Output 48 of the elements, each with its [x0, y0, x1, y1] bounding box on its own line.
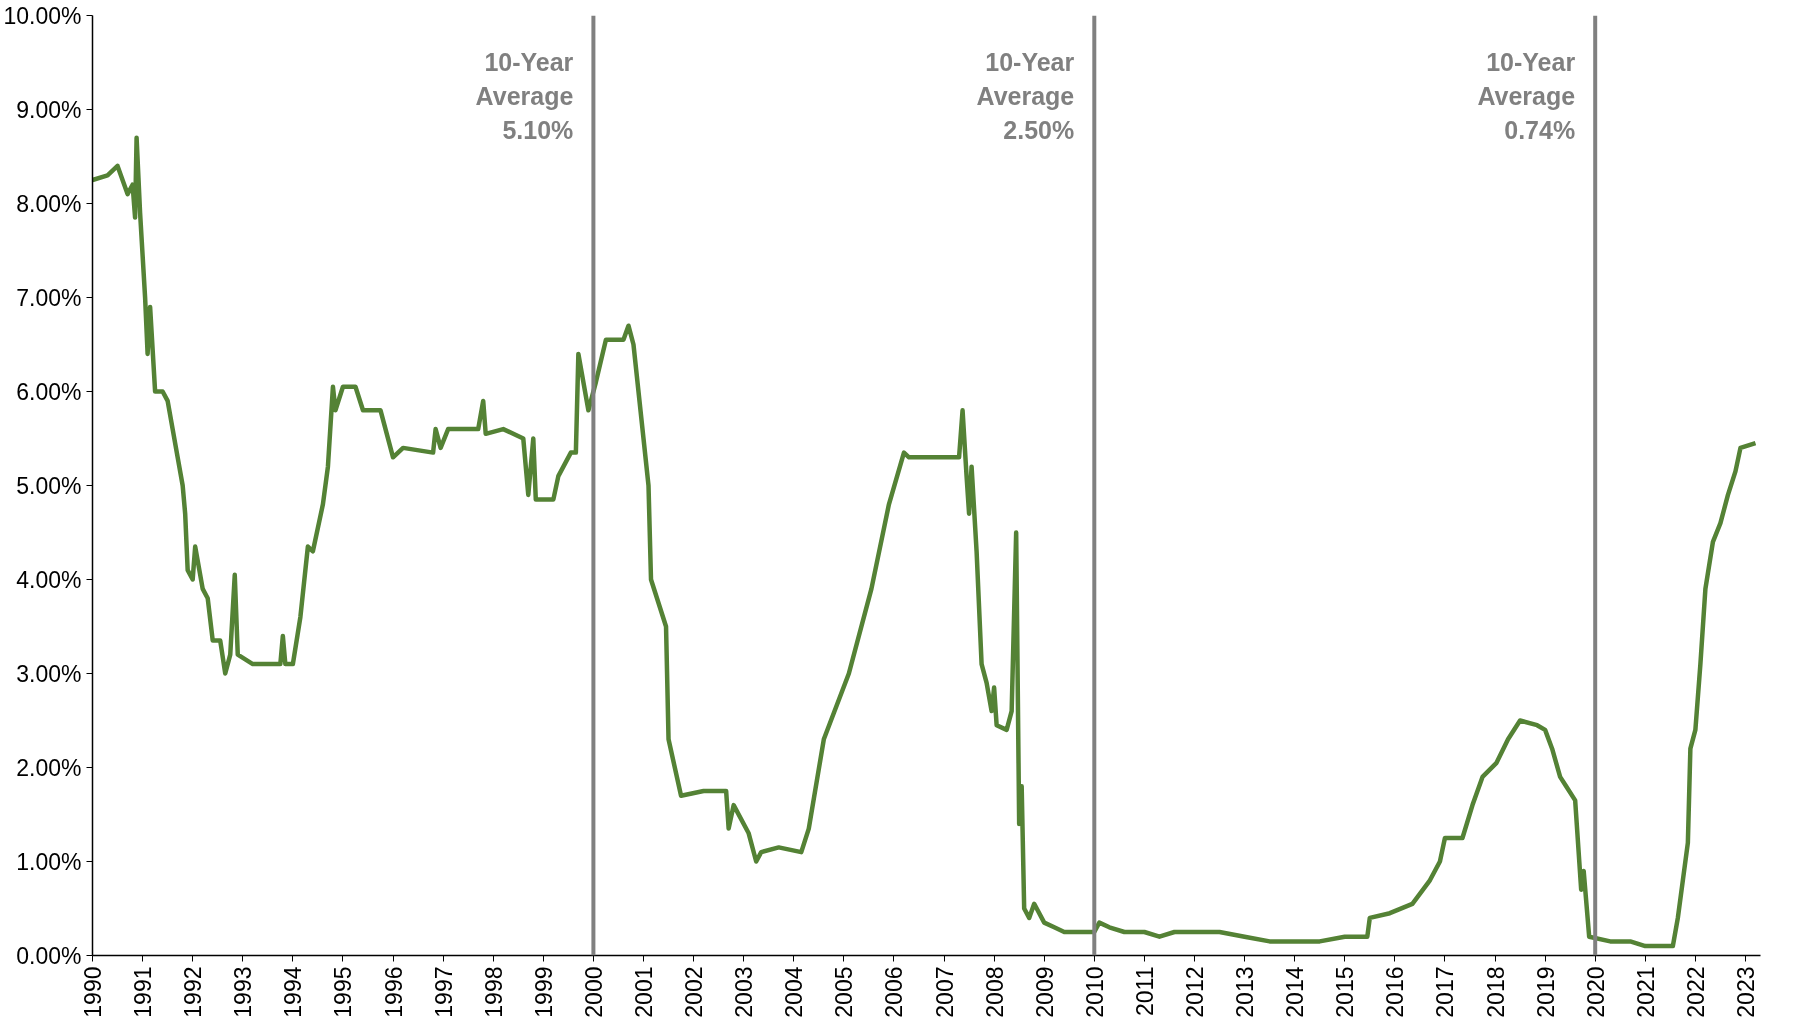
x-tick-label: 1994: [280, 966, 307, 1018]
ref-line-label: 10-Year Average 2.50%: [976, 48, 1075, 144]
x-tick-label: 2023: [1732, 966, 1759, 1018]
x-tick-label: 1990: [80, 966, 106, 1018]
x-tick-label: 2003: [731, 966, 758, 1018]
x-tick-label: 2011: [1131, 966, 1158, 1016]
x-tick-label: 1997: [430, 966, 457, 1018]
x-tick-label: 2005: [831, 966, 858, 1018]
y-tick-label: 2.00%: [16, 754, 82, 781]
y-tick-label: 5.00%: [16, 472, 82, 499]
x-tick-label: 2018: [1482, 966, 1509, 1018]
x-tick-label: 2022: [1682, 966, 1709, 1018]
x-tick-label: 2007: [931, 966, 958, 1018]
x-tick-label: 2008: [981, 966, 1008, 1018]
x-tick-label: 2015: [1332, 966, 1359, 1018]
y-tick-label: 4.00%: [16, 566, 82, 593]
y-tick-label: 3.00%: [16, 660, 82, 687]
ref-line-label: 10-Year Average 5.10%: [475, 48, 574, 144]
x-tick-label: 2001: [630, 966, 657, 1018]
x-tick-label: 1999: [530, 966, 557, 1018]
y-tick-label: 1.00%: [16, 848, 82, 875]
x-tick-label: 1991: [130, 966, 157, 1018]
x-tick-label: 1995: [330, 966, 357, 1018]
y-tick-label: 9.00%: [16, 96, 82, 123]
x-tick-label: 2004: [781, 966, 808, 1018]
y-tick-label: 7.00%: [16, 284, 82, 311]
y-tick-label: 6.00%: [16, 378, 82, 405]
x-tick-label: 2010: [1081, 966, 1108, 1018]
x-tick-label: 2017: [1432, 966, 1459, 1018]
x-tick-label: 1992: [180, 966, 207, 1018]
x-tick-label: 1998: [480, 966, 507, 1018]
x-tick-label: 2013: [1232, 966, 1259, 1018]
x-tick-label: 2016: [1382, 966, 1409, 1018]
x-tick-label: 2006: [881, 966, 908, 1018]
x-tick-label: 2021: [1632, 966, 1659, 1018]
x-tick-label: 2002: [681, 966, 708, 1018]
x-tick-label: 2012: [1181, 966, 1208, 1018]
x-tick-label: 2020: [1582, 966, 1609, 1018]
ref-line-label: 10-Year Average 0.74%: [1477, 48, 1576, 144]
x-tick-label: 2019: [1532, 966, 1559, 1018]
y-tick-label: 0.00%: [16, 942, 82, 969]
x-tick-label: 2000: [580, 966, 607, 1018]
y-tick-label: 10.00%: [3, 2, 82, 29]
x-tick-label: 2014: [1282, 966, 1309, 1018]
x-tick-label: 2009: [1031, 966, 1058, 1018]
y-tick-label: 8.00%: [16, 190, 82, 217]
x-tick-label: 1996: [380, 966, 407, 1018]
x-tick-label: 1993: [230, 966, 257, 1018]
